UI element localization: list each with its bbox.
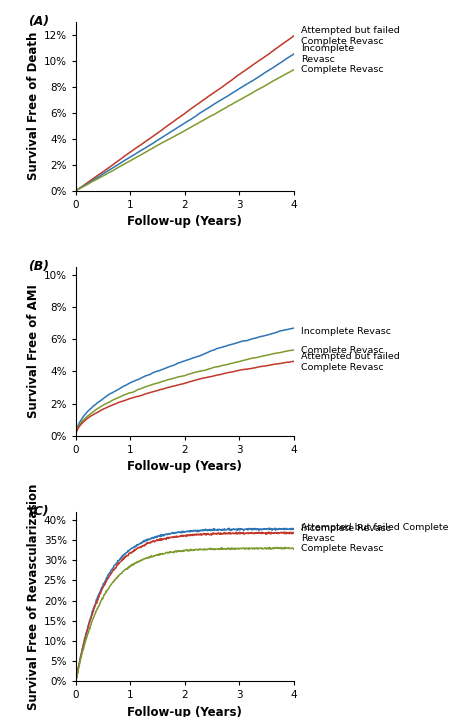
Text: (C): (C) bbox=[28, 505, 48, 518]
Text: Complete Revasc: Complete Revasc bbox=[301, 346, 383, 355]
Y-axis label: Survival Free of Revascularization: Survival Free of Revascularization bbox=[27, 483, 39, 710]
X-axis label: Follow-up (Years): Follow-up (Years) bbox=[128, 460, 242, 473]
Text: Incomplete Revasc: Incomplete Revasc bbox=[301, 524, 391, 533]
Text: Incomplete Revasc: Incomplete Revasc bbox=[301, 327, 391, 336]
Text: Incomplete
Revasc: Incomplete Revasc bbox=[301, 44, 354, 64]
Text: Attempted but failed Complete
Revasc: Attempted but failed Complete Revasc bbox=[301, 523, 448, 543]
Y-axis label: Survival Free of AMI: Survival Free of AMI bbox=[27, 285, 40, 418]
X-axis label: Follow-up (Years): Follow-up (Years) bbox=[128, 215, 242, 228]
Text: (B): (B) bbox=[28, 260, 49, 273]
Text: Complete Revasc: Complete Revasc bbox=[301, 65, 383, 74]
Text: Attempted but failed
Complete Revasc: Attempted but failed Complete Revasc bbox=[301, 352, 400, 371]
Text: (A): (A) bbox=[28, 15, 49, 28]
X-axis label: Follow-up (Years): Follow-up (Years) bbox=[128, 706, 242, 717]
Text: Attempted but failed
Complete Revasc: Attempted but failed Complete Revasc bbox=[301, 26, 400, 45]
Text: Complete Revasc: Complete Revasc bbox=[301, 543, 383, 553]
Y-axis label: Survival Free of Death: Survival Free of Death bbox=[27, 32, 39, 180]
